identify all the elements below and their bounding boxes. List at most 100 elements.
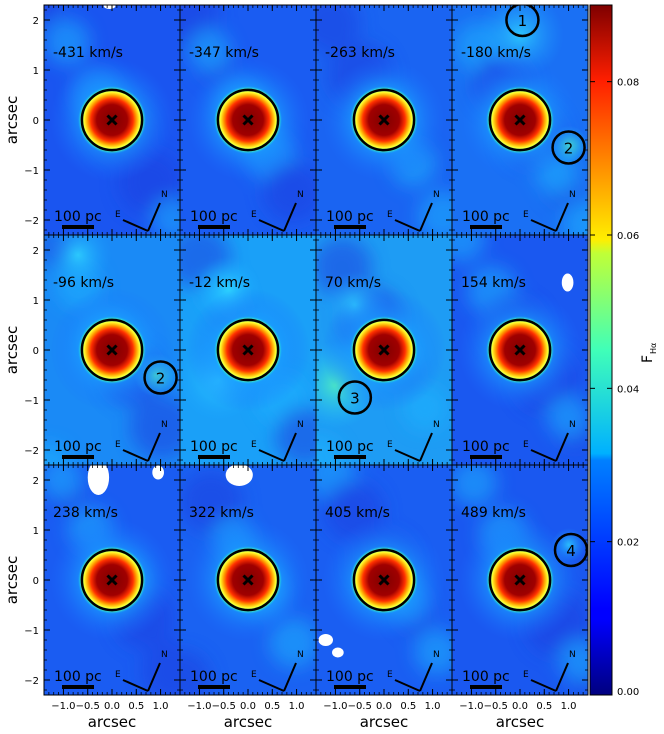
compass-east-label: E bbox=[251, 440, 257, 450]
x-tick-label: 1.0 bbox=[561, 701, 577, 712]
scale-bar-label: 100 pc bbox=[326, 669, 374, 685]
scale-bar bbox=[470, 225, 502, 229]
compass-north-label: N bbox=[569, 190, 576, 200]
velocity-label: 70 km/s bbox=[325, 275, 381, 291]
y-tick-label: 2 bbox=[33, 16, 39, 27]
axis-ticks bbox=[179, 235, 317, 465]
nucleus-aperture-circle bbox=[80, 88, 144, 152]
feature-label: 2 bbox=[564, 140, 574, 158]
masked-region bbox=[332, 647, 344, 658]
x-tick-label: 0.0 bbox=[512, 701, 528, 712]
emission-blob bbox=[476, 5, 564, 79]
y-axis-label: arcsec bbox=[3, 556, 21, 605]
nucleus-aperture-circle bbox=[488, 318, 552, 382]
masked-region bbox=[561, 273, 574, 292]
velocity-label: 405 km/s bbox=[325, 505, 390, 521]
x-tick-label: 0.0 bbox=[104, 701, 120, 712]
compass-east-label: E bbox=[523, 440, 529, 450]
nucleus-cross-marker bbox=[378, 114, 390, 126]
scale-bar bbox=[198, 225, 230, 229]
scale-bar-label: 100 pc bbox=[190, 209, 238, 225]
compass-icon: NE bbox=[387, 190, 440, 232]
masked-region bbox=[87, 465, 110, 495]
colorbar-tick-label: 0.00 bbox=[617, 687, 639, 698]
y-tick-label: −2 bbox=[24, 216, 39, 227]
x-tick-label: −1.0 bbox=[187, 701, 211, 712]
velocity-label: 322 km/s bbox=[189, 505, 254, 521]
scale-bar bbox=[334, 455, 366, 459]
x-axis-label: arcsec bbox=[224, 713, 273, 731]
velocity-label: 154 km/s bbox=[461, 275, 526, 291]
colorbar-gradient bbox=[589, 4, 613, 696]
y-tick-label: −2 bbox=[24, 676, 39, 687]
x-tick-label: 0.5 bbox=[536, 701, 552, 712]
nucleus-aperture-circle bbox=[488, 88, 552, 152]
nucleus-cross-marker bbox=[514, 574, 526, 586]
nucleus-cross-marker bbox=[106, 574, 118, 586]
x-tick-label: 0.5 bbox=[264, 701, 280, 712]
y-tick-label: 1 bbox=[33, 66, 39, 77]
compass-east-label: E bbox=[115, 670, 121, 680]
y-tick-label: −1 bbox=[24, 166, 39, 177]
y-tick-label: 0 bbox=[33, 116, 39, 127]
nucleus-cross-marker bbox=[242, 574, 254, 586]
velocity-label: -12 km/s bbox=[189, 275, 250, 291]
compass-icon: NE bbox=[115, 650, 168, 692]
nucleus-cross-marker bbox=[106, 114, 118, 126]
compass-icon: NE bbox=[523, 420, 576, 462]
compass-icon: NE bbox=[251, 420, 304, 462]
scale-bar bbox=[470, 455, 502, 459]
feature-label: 3 bbox=[350, 390, 360, 408]
nucleus-aperture-circle bbox=[216, 548, 280, 612]
compass-icon: NE bbox=[115, 420, 168, 462]
nucleus-aperture-circle bbox=[80, 318, 144, 382]
channel-panel: 405 km/s 100 pc NE bbox=[315, 464, 453, 696]
scale-bar-label: 100 pc bbox=[54, 669, 102, 685]
x-tick-label: −1.0 bbox=[459, 701, 483, 712]
compass-north-label: N bbox=[569, 420, 576, 430]
compass-icon: NE bbox=[387, 650, 440, 692]
compass-icon: NE bbox=[523, 190, 576, 232]
x-tick-label: 1.0 bbox=[289, 701, 305, 712]
compass-north-label: N bbox=[297, 420, 304, 430]
scale-bar-label: 100 pc bbox=[462, 439, 510, 455]
velocity-label: -263 km/s bbox=[325, 45, 395, 61]
masked-region bbox=[152, 465, 164, 480]
masked-region bbox=[318, 634, 334, 646]
compass-north-label: N bbox=[433, 420, 440, 430]
compass-east-label: E bbox=[251, 670, 257, 680]
velocity-label: 489 km/s bbox=[461, 505, 526, 521]
scale-bar-label: 100 pc bbox=[54, 439, 102, 455]
scale-bar-label: 100 pc bbox=[190, 669, 238, 685]
nucleus-aperture-circle bbox=[352, 318, 416, 382]
compass-north-label: N bbox=[161, 190, 168, 200]
scale-bar bbox=[62, 685, 94, 689]
y-axis-label: arcsec bbox=[3, 326, 21, 375]
compass-north-label: N bbox=[161, 650, 168, 660]
colorbar: 0.00 0.02 0.04 0.06 0.08 FHα bbox=[589, 4, 658, 698]
compass-east-label: E bbox=[115, 210, 121, 220]
feature-marker: 2 bbox=[551, 130, 586, 165]
axis-ticks bbox=[179, 5, 317, 235]
colorbar-label-main: F bbox=[640, 355, 656, 363]
compass-north-label: N bbox=[569, 650, 576, 660]
velocity-label: -431 km/s bbox=[53, 45, 123, 61]
nucleus-cross-marker bbox=[378, 344, 390, 356]
y-tick-label: −1 bbox=[24, 626, 39, 637]
feature-label: 4 bbox=[566, 542, 576, 560]
nucleus-cross-marker bbox=[242, 344, 254, 356]
scale-bar-label: 100 pc bbox=[462, 669, 510, 685]
y-tick-label: 0 bbox=[33, 346, 39, 357]
x-tick-label: 0.5 bbox=[128, 701, 144, 712]
feature-marker: 1 bbox=[505, 5, 540, 38]
y-tick-label: −1 bbox=[24, 396, 39, 407]
compass-east-label: E bbox=[387, 440, 393, 450]
y-tick-label: 0 bbox=[33, 576, 39, 587]
nucleus-cross-marker bbox=[378, 574, 390, 586]
x-tick-label: −0.5 bbox=[348, 701, 372, 712]
y-axis-label: arcsec bbox=[3, 96, 21, 145]
